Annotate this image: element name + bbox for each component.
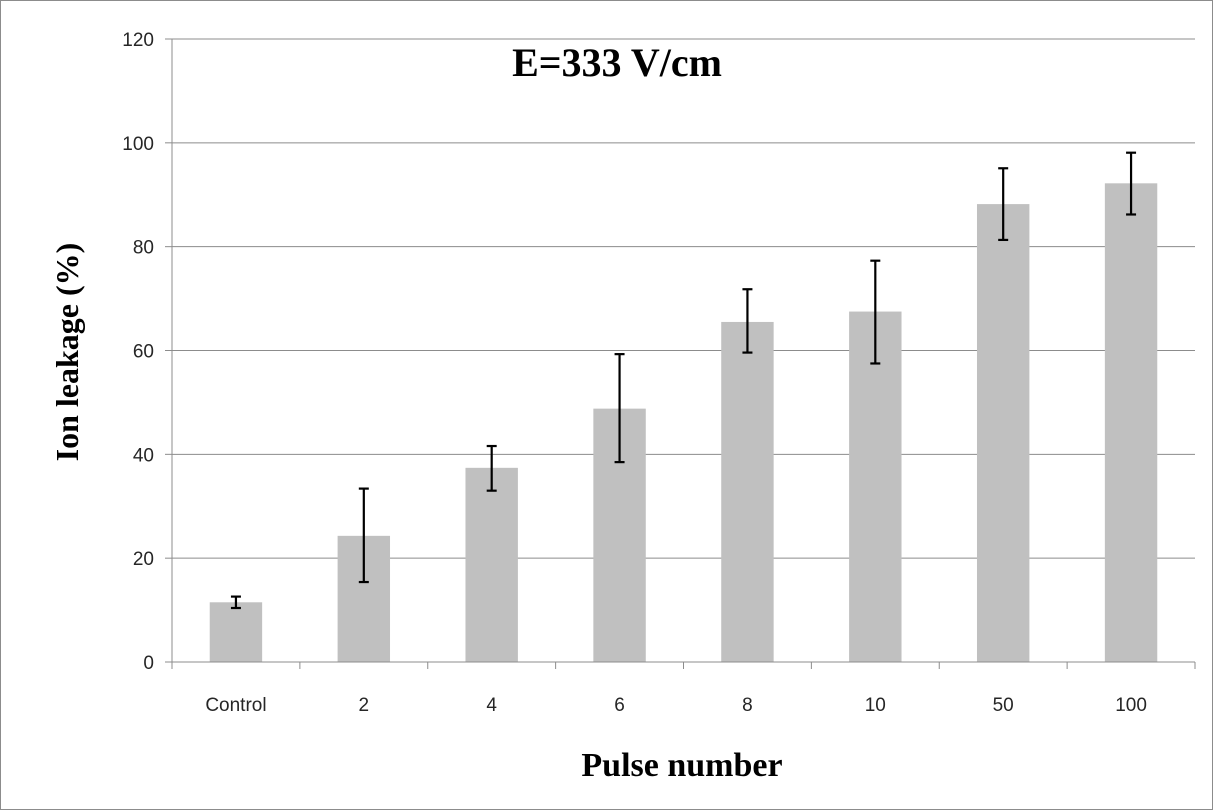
y-tick-label: 80 [133,238,154,259]
bar-100 [1104,183,1158,662]
error-bar-10 [870,259,881,365]
axes [165,38,1196,669]
x-tick-label: 2 [359,695,370,716]
error-bar-4 [486,444,497,492]
bars [209,183,1158,662]
x-tick-label: 10 [865,695,886,716]
y-tick-label: 60 [133,342,154,363]
error-bar-2 [358,487,369,584]
y-axis-label: Ion leakage (%) [49,243,85,462]
y-tick-label: 40 [133,445,154,466]
y-tick-labels: 0 20 40 60 80 100 120 [122,30,154,674]
gridlines [172,38,1195,559]
bar-10 [849,311,902,662]
error-bar-8 [742,288,753,354]
x-tick-label: 100 [1115,695,1147,716]
y-tick-label: 120 [122,30,154,51]
x-tick-label: 6 [614,695,625,716]
y-tick-label: 100 [122,134,154,155]
error-bar-control [230,595,241,610]
chart-title: E=333 V/cm [512,40,722,85]
y-tick-label: 20 [133,549,154,570]
y-tick-label: 0 [143,653,154,674]
error-bar-6 [614,353,625,464]
x-tick-label: 50 [993,695,1014,716]
x-tick-label: 8 [742,695,753,716]
x-tick-labels: Control 2 4 6 8 10 50 100 [205,695,1147,716]
error-bars [230,151,1137,610]
bar-control [209,602,263,662]
bar-4 [465,467,518,662]
error-bar-50 [998,167,1009,242]
x-axis-label: Pulse number [581,747,782,784]
error-bar-100 [1126,151,1137,216]
bar-50 [976,204,1030,662]
x-tick-label: 4 [486,695,497,716]
bar-8 [721,321,774,662]
x-tick-label: Control [205,695,266,716]
